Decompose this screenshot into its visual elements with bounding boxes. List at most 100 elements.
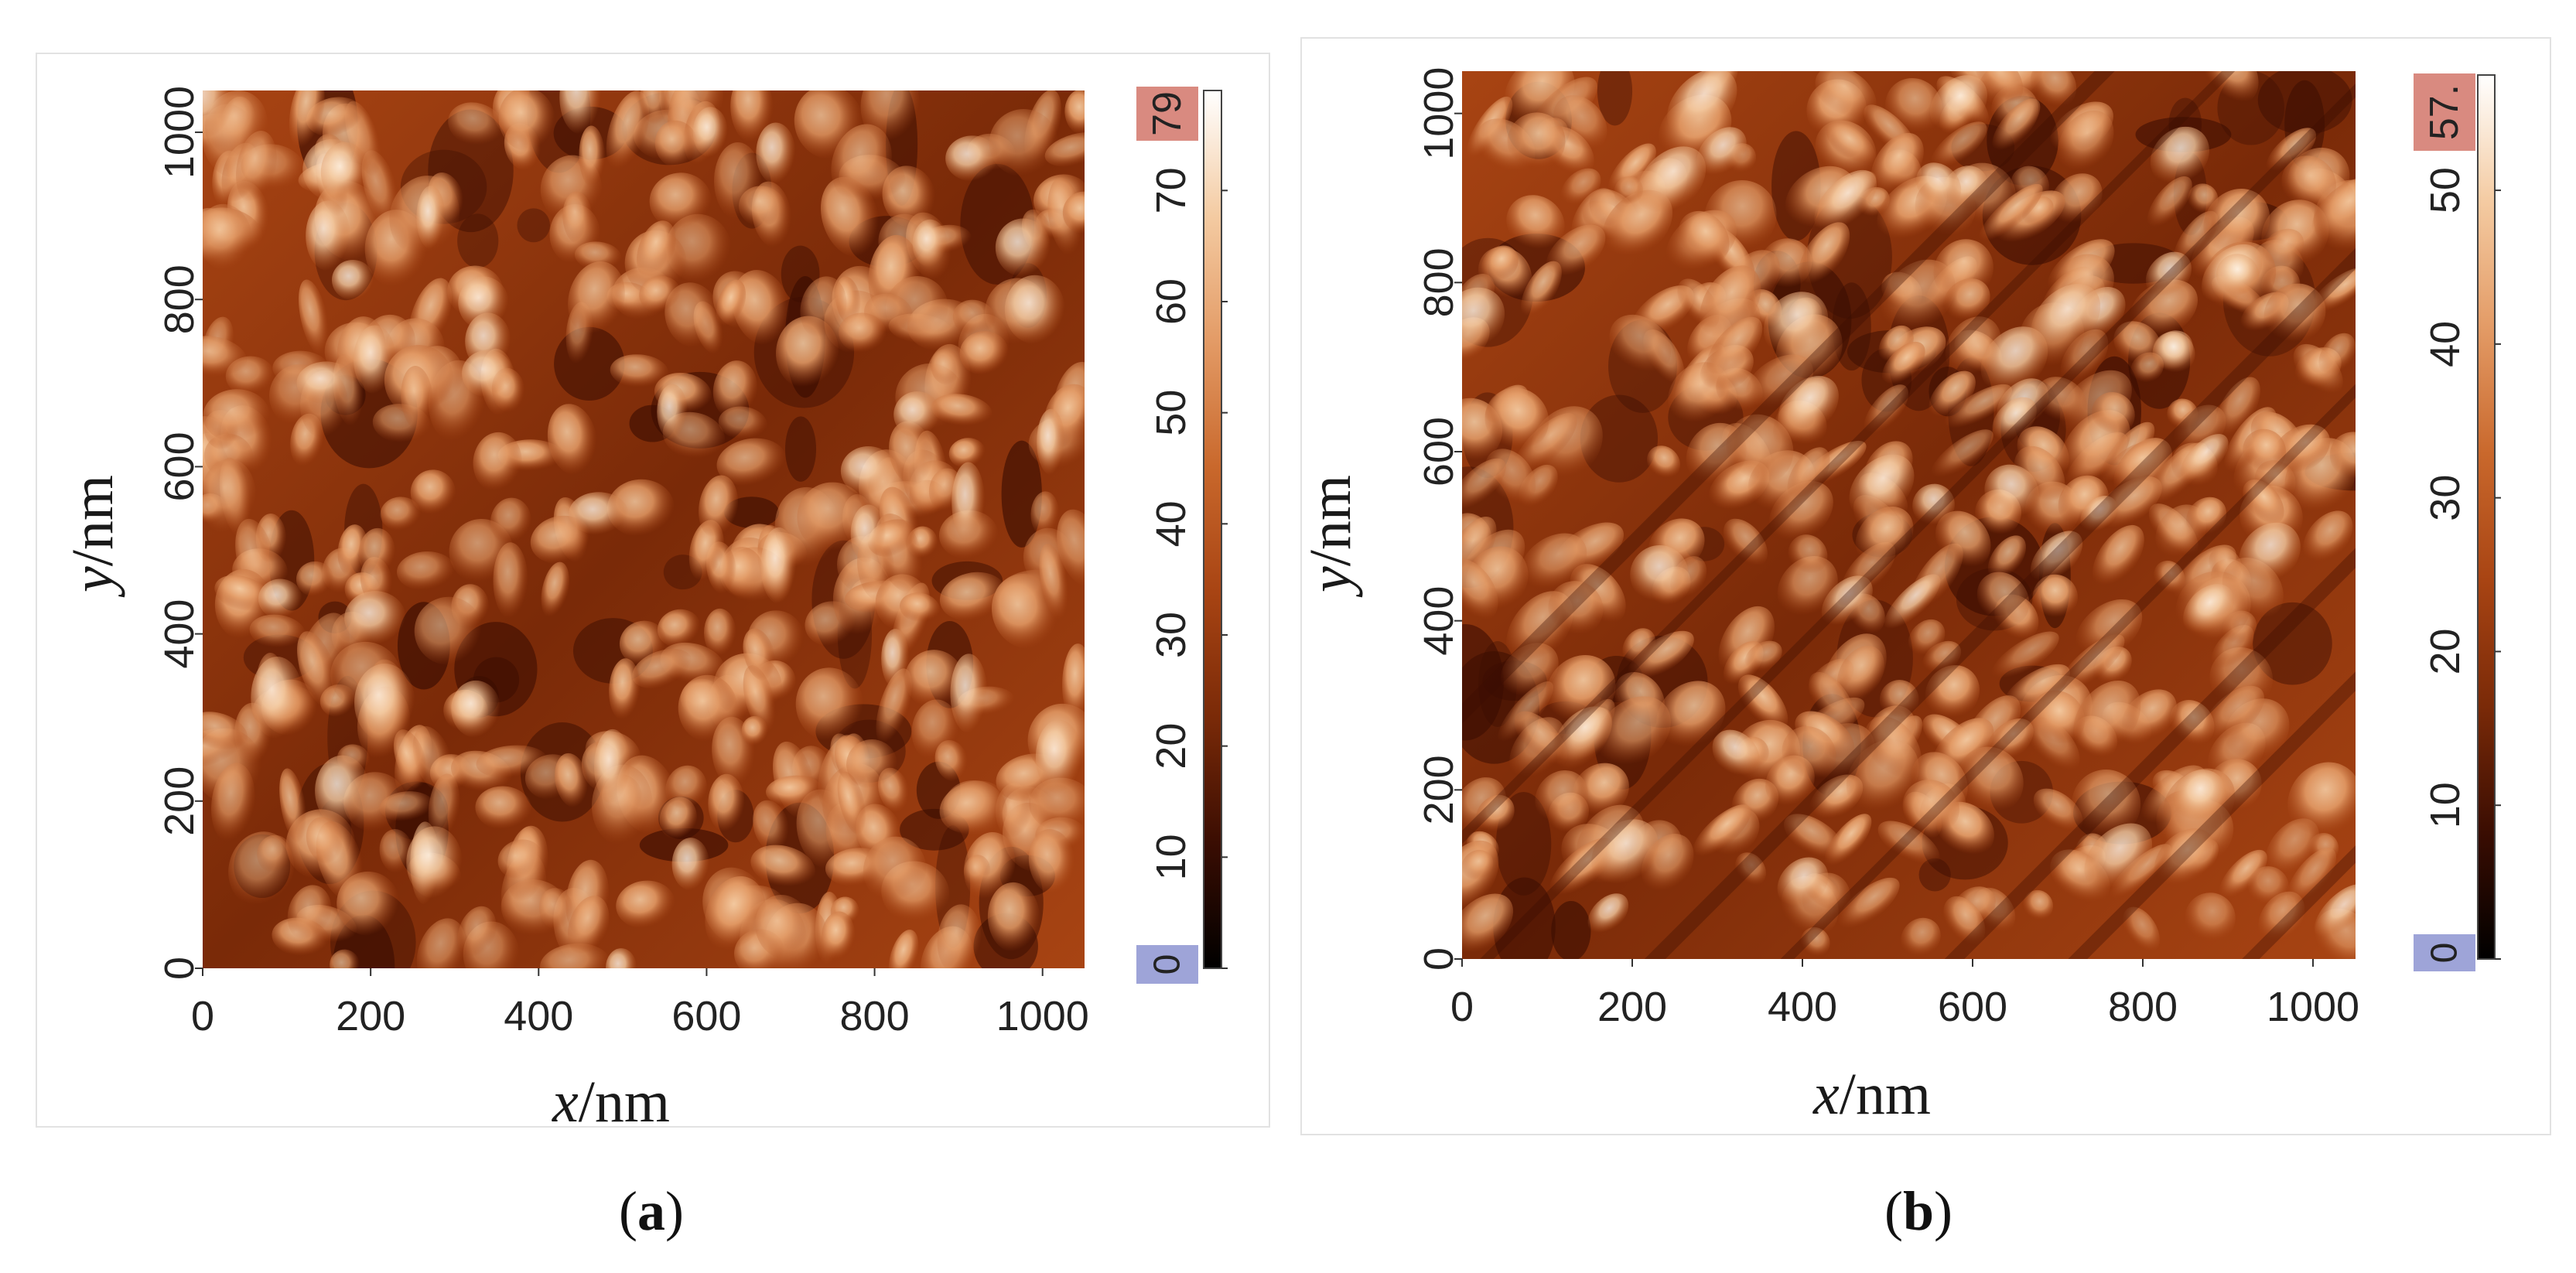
grain — [1520, 533, 1587, 592]
grain — [1646, 445, 1681, 480]
grain — [750, 845, 816, 889]
grain — [1815, 71, 1877, 121]
grain-highlight — [2152, 331, 2195, 374]
grain — [1462, 893, 1514, 956]
grain — [540, 943, 610, 968]
y-tick-label: 600 — [156, 432, 203, 501]
colorbar-tick-label: 20 — [1148, 723, 1194, 770]
grain — [714, 142, 762, 220]
grain-highlight — [2080, 496, 2118, 533]
ridge-shadow — [2068, 671, 2356, 959]
grain — [555, 753, 589, 808]
grain — [1800, 927, 1830, 957]
grain — [298, 279, 330, 357]
grain — [1737, 674, 1789, 732]
x-tick-label: 200 — [336, 993, 405, 1039]
x-tick-label: 0 — [1450, 984, 1474, 1030]
y-tick-label: 1000 — [1416, 67, 1462, 160]
grain-highlight — [315, 755, 370, 827]
grain — [610, 354, 669, 388]
colorbar-tick-label: 30 — [2422, 475, 2468, 521]
x-tick-label: 600 — [1938, 984, 2007, 1030]
grain — [1987, 535, 2026, 581]
grain — [1462, 558, 1498, 621]
grain — [1943, 384, 2012, 430]
grain-highlight — [1992, 397, 2037, 442]
grain — [203, 203, 253, 271]
grain — [716, 438, 787, 486]
grain-highlight — [2239, 522, 2301, 585]
grain — [705, 875, 766, 953]
grain-highlight — [1777, 857, 1829, 909]
grain — [863, 836, 927, 903]
x-tick-label: 800 — [840, 993, 910, 1039]
grain — [538, 888, 573, 930]
grain — [1987, 718, 2034, 762]
grain — [795, 667, 864, 742]
grain — [649, 172, 712, 230]
grain — [2030, 690, 2086, 746]
y-tick-label: 600 — [1416, 417, 1462, 486]
grain — [1935, 510, 1991, 569]
grain — [989, 109, 1058, 177]
grain-highlight — [951, 462, 986, 543]
colorbar-tick-label: 30 — [1148, 612, 1194, 658]
grain — [416, 918, 466, 968]
grain — [2091, 392, 2135, 436]
colorbar — [2477, 74, 2496, 960]
grain — [1958, 746, 2024, 814]
grain — [568, 896, 610, 957]
grain — [1824, 814, 1872, 868]
grain — [1992, 98, 2041, 152]
grain — [2058, 110, 2114, 173]
colorbar-tick-label: 60 — [1148, 278, 1194, 325]
grain — [1901, 917, 1941, 958]
grain — [637, 220, 676, 279]
grain — [493, 542, 528, 619]
grain — [741, 715, 769, 746]
y-axis-variable: y — [1298, 566, 1363, 598]
grain — [279, 768, 308, 845]
grain — [1744, 640, 1782, 673]
y-tick-label: 0 — [1416, 947, 1462, 971]
valley — [1918, 858, 1951, 892]
x-tick-label: 1000 — [2267, 984, 2359, 1030]
grain — [616, 880, 675, 929]
grain — [1609, 314, 1672, 374]
grain — [574, 241, 622, 271]
grain-highlight — [692, 107, 728, 158]
grain — [1735, 852, 1766, 886]
y-tick-label: 400 — [156, 599, 203, 669]
colorbar-tick-label: 10 — [1148, 834, 1194, 880]
grain-highlight — [296, 361, 356, 404]
grain — [2092, 524, 2144, 588]
grain-highlight — [2216, 254, 2260, 297]
ridge-shadow — [1462, 71, 2115, 724]
grain — [2272, 424, 2331, 474]
grain — [497, 839, 543, 879]
grain — [904, 650, 964, 708]
grain — [1925, 665, 1980, 720]
grain — [249, 614, 306, 649]
colorbar-tick-label: 50 — [2422, 167, 2468, 213]
grain — [797, 482, 869, 553]
colorbar-max-label: 57. — [2422, 84, 2467, 140]
grain — [1881, 341, 1925, 386]
grain — [640, 90, 671, 125]
grain-highlight — [850, 504, 887, 564]
grain — [860, 90, 920, 144]
colorbar-min-badge — [2414, 934, 2475, 971]
colorbar-min-label: 0 — [2424, 943, 2465, 964]
grain — [1548, 581, 1604, 636]
grain — [530, 515, 591, 564]
grain — [703, 608, 736, 657]
grain-highlight — [1814, 169, 1877, 233]
grain — [718, 406, 767, 441]
colorbar-max-label: 79 — [1145, 91, 1190, 136]
grain — [743, 628, 776, 681]
y-tick-label: 1000 — [156, 86, 203, 179]
grain — [716, 279, 746, 328]
grain — [1627, 630, 1694, 681]
grain — [2185, 892, 2236, 944]
grain-highlight — [320, 142, 369, 203]
